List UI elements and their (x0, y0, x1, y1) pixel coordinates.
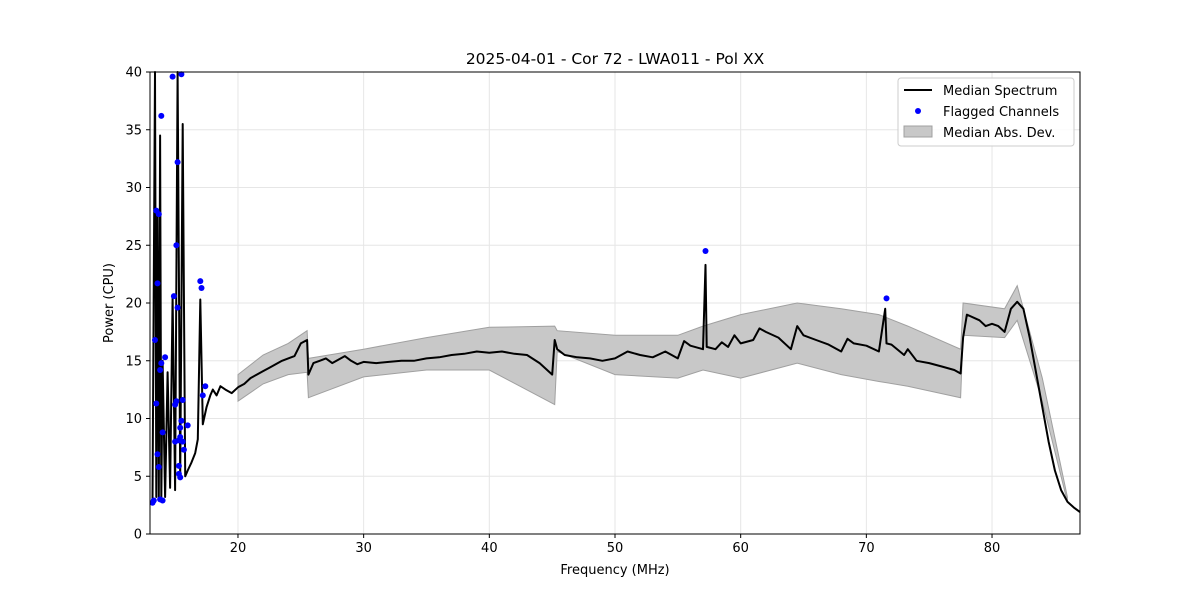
flagged-channel-point (202, 383, 209, 390)
y-axis-title: Power (CPU) (102, 263, 117, 343)
flagged-channel-point (155, 211, 162, 218)
flagged-channel-point (159, 429, 166, 436)
median-spectrum-line (151, 71, 1081, 513)
flagged-channel-point (162, 354, 169, 361)
flagged-channels (149, 71, 890, 506)
y-tick-label: 10 (125, 412, 142, 427)
legend-box (897, 77, 1075, 147)
flagged-channel-point (883, 295, 890, 302)
flagged-channel-point (153, 400, 160, 407)
flagged-channel-point (157, 367, 164, 373)
x-tick-label: 60 (732, 541, 749, 556)
flagged-channel-point (177, 424, 184, 431)
flagged-channel-point (173, 398, 180, 405)
x-axis-ticks: 20 30 40 50 60 70 80 (230, 534, 1001, 556)
flagged-channel-point (158, 112, 165, 119)
flagged-channel-point (199, 392, 206, 399)
flagged-channel-point (152, 337, 158, 343)
flagged-channel-point (174, 304, 181, 311)
y-tick-label: 25 (125, 239, 142, 254)
legend-flagged-marker (915, 108, 921, 114)
flagged-channel-point (179, 397, 186, 403)
y-tick-label: 0 (134, 528, 142, 543)
x-tick-label: 70 (858, 541, 875, 556)
x-tick-label: 20 (230, 541, 247, 556)
flagged-channel-point (179, 438, 186, 445)
y-tick-label: 35 (125, 123, 142, 138)
y-tick-label: 20 (125, 297, 142, 312)
flagged-channel-point (158, 360, 165, 367)
x-axis-title: Frequency (MHz) (560, 563, 669, 578)
flagged-channel-point (175, 462, 182, 469)
y-tick-label: 30 (125, 181, 142, 196)
flagged-channel-point (197, 278, 204, 285)
legend-mad-swatch (903, 125, 933, 138)
flagged-channel-point (198, 285, 205, 291)
x-tick-label: 50 (607, 541, 624, 556)
flagged-channel-point (154, 280, 161, 287)
flagged-channel-point (150, 497, 157, 504)
legend-mad-label: Median Abs. Dev. (943, 126, 1055, 141)
flagged-channel-point (155, 464, 162, 470)
flagged-channel-point (178, 71, 185, 78)
y-tick-label: 5 (134, 470, 142, 485)
x-tick-label: 40 (481, 541, 498, 556)
median-spectrum (151, 71, 1081, 513)
flagged-channel-point (184, 422, 191, 429)
flagged-channel-point (159, 497, 166, 504)
y-tick-label: 40 (125, 66, 142, 81)
legend-median-label: Median Spectrum (943, 84, 1057, 99)
flagged-channel-point (177, 474, 184, 481)
legend: Median Spectrum Flagged Channels Median … (897, 77, 1075, 147)
x-tick-label: 80 (984, 541, 1001, 556)
flagged-channel-point (174, 159, 181, 166)
flagged-channel-point (154, 451, 161, 458)
flagged-channel-point (173, 242, 180, 249)
flagged-channel-point (169, 73, 176, 80)
flagged-channel-point (178, 417, 185, 424)
flagged-channel-point (702, 248, 709, 254)
chart-title: 2025-04-01 - Cor 72 - LWA011 - Pol XX (466, 50, 765, 68)
flagged-channel-point (170, 293, 177, 300)
legend-flagged-label: Flagged Channels (943, 105, 1059, 120)
y-tick-label: 15 (125, 354, 142, 369)
flagged-channel-point (177, 434, 184, 440)
y-axis-ticks: 0 5 10 15 20 25 30 35 40 (125, 66, 150, 543)
flagged-channel-point (180, 446, 187, 453)
x-tick-label: 30 (355, 541, 372, 556)
